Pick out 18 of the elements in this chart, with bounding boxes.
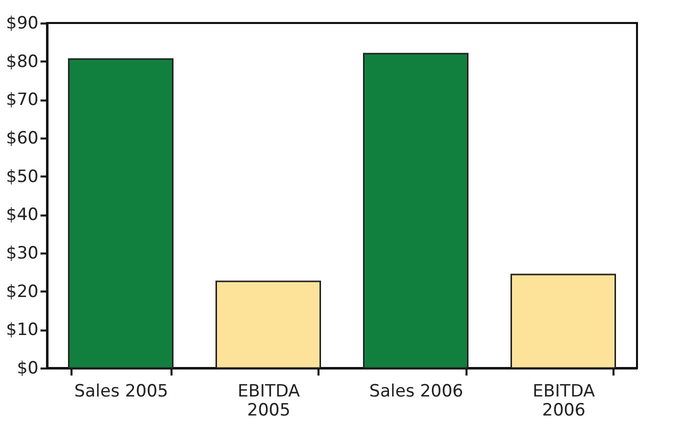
y-tick-label: $60	[6, 128, 38, 148]
x-tick-label: EBITDA 2005	[238, 382, 300, 420]
y-tick-label: $10	[6, 320, 38, 340]
y-tick-label: $0	[16, 358, 38, 378]
y-tick-label: $40	[6, 205, 38, 226]
y-tick-label: $20	[6, 282, 38, 302]
x-tick-label: Sales 2006	[369, 382, 464, 402]
bar	[363, 52, 468, 369]
y-tick-label: $30	[6, 244, 38, 264]
bar	[68, 58, 174, 369]
y-tick-label: $90	[6, 14, 38, 34]
bar	[216, 280, 321, 369]
x-tick-label: Sales 2005	[74, 382, 168, 402]
bar	[510, 274, 616, 369]
y-tick-label: $70	[6, 90, 38, 110]
y-tick-label: $50	[6, 166, 38, 187]
y-tick-label: $80	[6, 52, 38, 72]
x-tick-label: EBITDA 2006	[532, 382, 596, 420]
